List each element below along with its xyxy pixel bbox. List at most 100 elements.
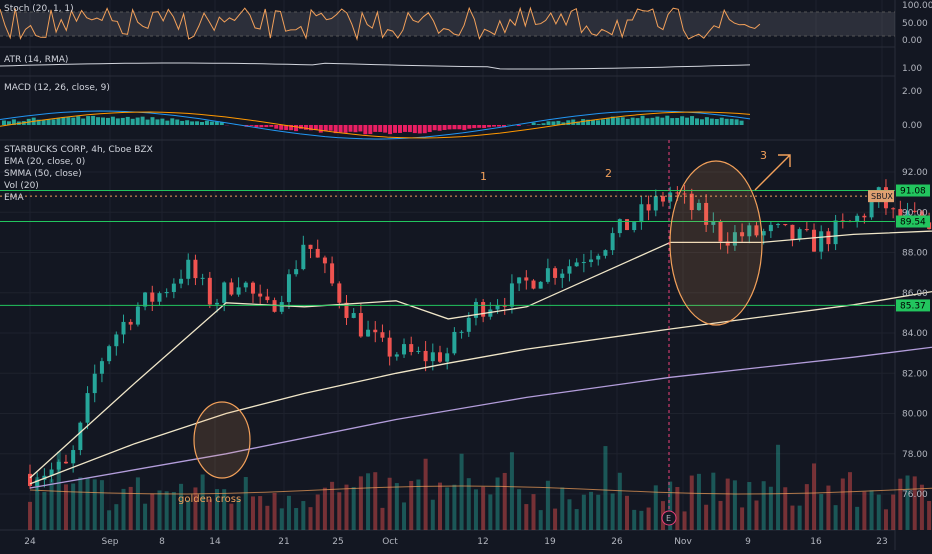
volume-bar <box>280 508 284 530</box>
volume-bar <box>251 496 255 530</box>
x-tick-label: 25 <box>332 537 343 547</box>
candle-body <box>388 338 392 357</box>
macd-histogram-bar <box>641 116 645 125</box>
candle-body <box>359 313 363 336</box>
macd-histogram-bar <box>715 119 719 125</box>
y-tick-label: 86.00 <box>902 289 928 299</box>
volume-bar <box>388 478 392 530</box>
candle-body <box>589 259 593 262</box>
volume-bar <box>834 505 838 530</box>
macd-histogram-bar <box>269 125 273 127</box>
volume-bar <box>711 473 715 530</box>
candle-body <box>201 278 205 279</box>
volume-bar <box>431 500 435 530</box>
candle-body <box>78 423 82 450</box>
y-tick-label: 88.00 <box>902 249 928 259</box>
candle-body <box>244 283 248 288</box>
volume-bar <box>898 479 902 530</box>
macd-histogram-bar <box>170 118 174 125</box>
atr-label: ATR (14, RMA) <box>4 55 68 65</box>
atr-tick-label: 1.00 <box>902 64 922 74</box>
macd-histogram-bar <box>175 119 179 125</box>
legend-ema: EMA (20, close, 0) <box>4 157 85 167</box>
candle-body <box>553 268 557 278</box>
macd-histogram-bar <box>146 120 150 125</box>
candle-body <box>783 224 787 225</box>
volume-bar <box>50 479 54 530</box>
candle-body <box>654 196 658 210</box>
volume-bar <box>395 483 399 530</box>
annotation-4: golden cross <box>178 494 241 505</box>
candle-body <box>560 274 564 278</box>
volume-bar <box>719 501 723 530</box>
volume-bar <box>790 506 794 530</box>
annotation-1: 1 <box>480 170 487 183</box>
candle-body <box>862 216 866 218</box>
macd-histogram-bar <box>591 120 595 125</box>
volume-bar <box>416 480 420 530</box>
candle-body <box>567 266 571 273</box>
volume-bar <box>438 483 442 530</box>
volume-bar <box>740 507 744 530</box>
legend-ema2: EMA <box>4 193 24 203</box>
macd-histogram-bar <box>344 125 348 133</box>
volume-bar <box>754 500 758 530</box>
macd-histogram-bar <box>477 125 481 128</box>
candle-body <box>229 282 233 294</box>
candle-body <box>424 351 428 361</box>
macd-histogram-bar <box>393 125 397 133</box>
volume-bar <box>150 494 154 530</box>
volume-bar <box>690 476 694 530</box>
price-level-label: 85.37 <box>900 301 926 311</box>
x-tick-label: 26 <box>611 537 623 547</box>
y-tick-label: 90.00 <box>902 208 928 218</box>
macd-histogram-bar <box>547 121 551 125</box>
candle-body <box>186 260 190 279</box>
volume-bar <box>474 489 478 530</box>
candle-body <box>639 204 643 222</box>
macd-histogram-bar <box>517 125 521 126</box>
annotation-3: 3 <box>760 149 767 162</box>
x-tick-label: 8 <box>159 537 165 547</box>
stoch-tick-label: 0.00 <box>902 36 922 46</box>
macd-histogram-bar <box>482 125 486 128</box>
volume-bar <box>603 446 607 530</box>
macd-histogram-bar <box>660 118 664 125</box>
macd-histogram-bar <box>368 125 372 134</box>
macd-histogram-bar <box>631 118 635 125</box>
volume-bar <box>769 487 773 530</box>
candle-body <box>870 201 874 217</box>
volume-bar <box>366 473 370 530</box>
macd-histogram-bar <box>685 118 689 125</box>
macd-histogram-bar <box>42 120 46 125</box>
candle-body <box>481 302 485 317</box>
macd-histogram-bar <box>403 125 407 132</box>
volume-bar <box>337 492 341 530</box>
candle-body <box>575 262 579 266</box>
macd-histogram-bar <box>621 117 625 125</box>
candle-body <box>539 282 543 289</box>
macd-histogram-bar <box>131 119 135 125</box>
x-tick-label: 12 <box>477 537 488 547</box>
stoch-label: Stoch (20, 1, 1) <box>4 4 74 14</box>
candle-body <box>280 302 284 312</box>
volume-bar <box>647 508 651 530</box>
macd-histogram-bar <box>61 117 65 125</box>
candle-body <box>28 474 32 486</box>
volume-bar <box>841 478 845 530</box>
volume-bar <box>460 454 464 530</box>
macd-histogram-bar <box>438 125 442 131</box>
candle-body <box>632 222 636 230</box>
candle-body <box>517 277 521 283</box>
volume-bar <box>316 495 320 530</box>
volume-bar <box>323 488 327 530</box>
volume-bar <box>812 463 816 530</box>
candle-body <box>395 354 399 356</box>
candle-body <box>57 462 61 470</box>
macd-histogram-bar <box>185 120 189 125</box>
volume-bar <box>301 501 305 530</box>
candle-body <box>258 294 262 297</box>
macd-histogram-bar <box>680 116 684 125</box>
volume-bar <box>776 445 780 530</box>
